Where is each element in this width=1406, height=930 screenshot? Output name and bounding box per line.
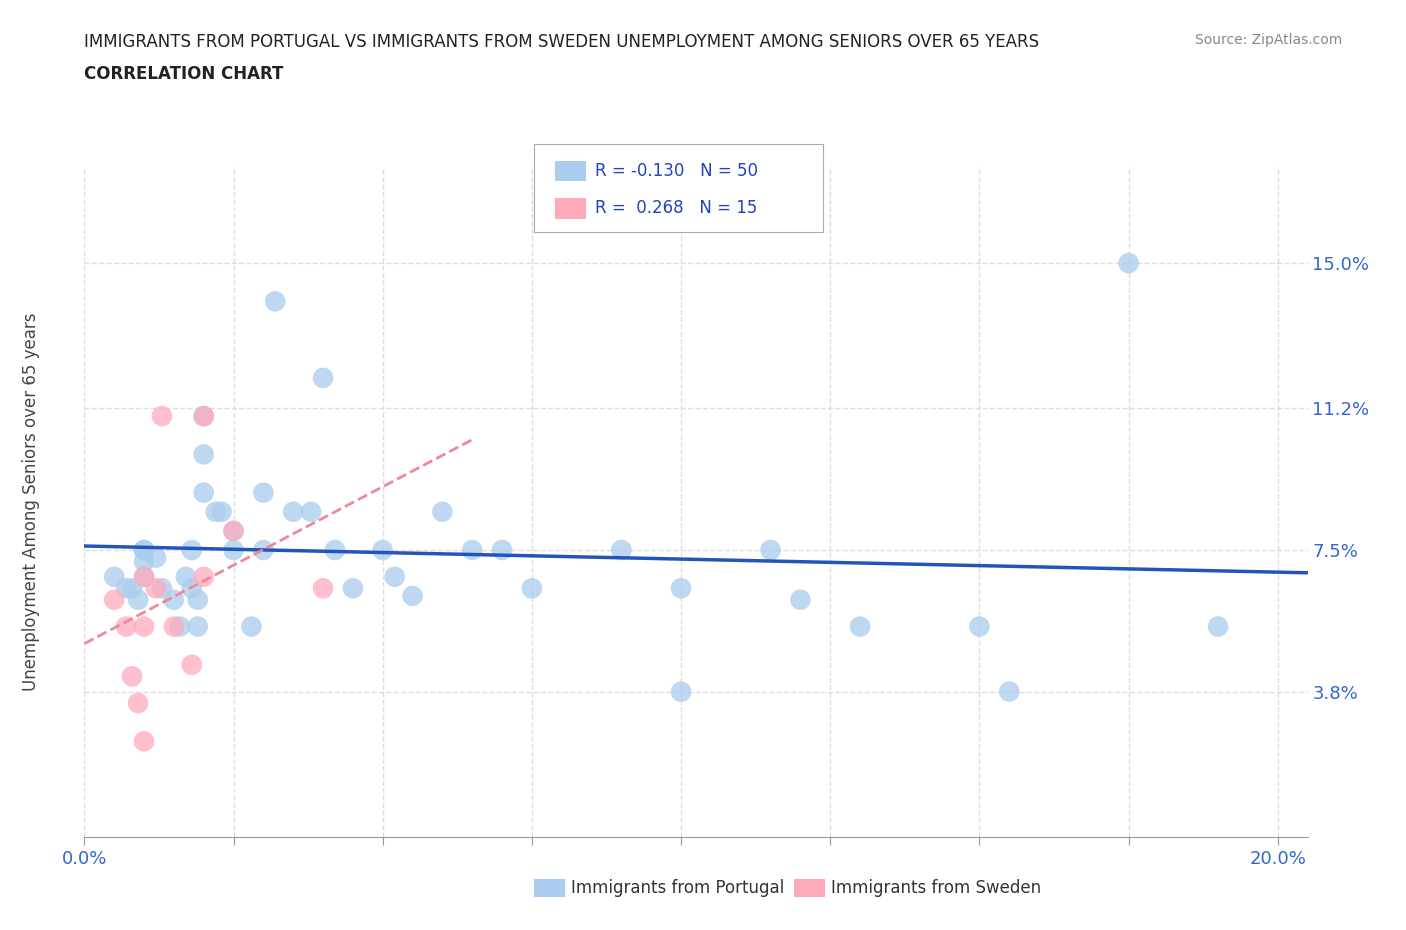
Point	[132, 619, 155, 634]
Point	[163, 619, 186, 634]
Point	[145, 581, 167, 596]
Point	[461, 542, 484, 557]
Point	[264, 294, 287, 309]
Point	[163, 592, 186, 607]
Point	[103, 592, 125, 607]
Point	[169, 619, 191, 634]
Point	[371, 542, 394, 557]
Point	[759, 542, 782, 557]
Point	[610, 542, 633, 557]
Point	[669, 684, 692, 699]
Point	[145, 551, 167, 565]
Text: R =  0.268   N = 15: R = 0.268 N = 15	[595, 199, 756, 218]
Point	[222, 542, 245, 557]
Text: IMMIGRANTS FROM PORTUGAL VS IMMIGRANTS FROM SWEDEN UNEMPLOYMENT AMONG SENIORS OV: IMMIGRANTS FROM PORTUGAL VS IMMIGRANTS F…	[84, 33, 1039, 50]
Point	[132, 542, 155, 557]
Text: Source: ZipAtlas.com: Source: ZipAtlas.com	[1195, 33, 1343, 46]
Point	[1118, 256, 1140, 271]
Point	[312, 581, 335, 596]
Point	[180, 542, 202, 557]
Point	[240, 619, 263, 634]
Point	[669, 581, 692, 596]
Point	[222, 524, 245, 538]
Point	[204, 504, 226, 519]
Point	[1206, 619, 1229, 634]
Point	[969, 619, 991, 634]
Point	[180, 658, 202, 672]
Point	[211, 504, 233, 519]
Point	[491, 542, 513, 557]
Point	[401, 589, 423, 604]
Point	[222, 524, 245, 538]
Point	[283, 504, 305, 519]
Point	[132, 569, 155, 584]
Point	[193, 408, 215, 423]
Point	[127, 592, 149, 607]
Point	[193, 447, 215, 462]
Point	[312, 370, 335, 385]
Point	[323, 542, 346, 557]
Point	[998, 684, 1021, 699]
Text: Immigrants from Sweden: Immigrants from Sweden	[831, 879, 1040, 897]
Point	[115, 581, 138, 596]
Point	[252, 542, 274, 557]
Point	[132, 542, 155, 557]
Point	[180, 581, 202, 596]
Point	[193, 569, 215, 584]
Point	[132, 734, 155, 749]
Text: Immigrants from Portugal: Immigrants from Portugal	[571, 879, 785, 897]
Point	[520, 581, 543, 596]
Point	[121, 669, 143, 684]
Point	[150, 408, 173, 423]
Text: Unemployment Among Seniors over 65 years: Unemployment Among Seniors over 65 years	[22, 313, 39, 691]
Text: CORRELATION CHART: CORRELATION CHART	[84, 65, 284, 83]
Point	[384, 569, 406, 584]
Point	[174, 569, 197, 584]
Point	[252, 485, 274, 500]
Point	[121, 581, 143, 596]
Point	[789, 592, 811, 607]
Text: R = -0.130   N = 50: R = -0.130 N = 50	[595, 162, 758, 180]
Point	[150, 581, 173, 596]
Point	[187, 592, 209, 607]
Point	[132, 569, 155, 584]
Point	[849, 619, 872, 634]
Point	[299, 504, 322, 519]
Point	[432, 504, 454, 519]
Point	[193, 485, 215, 500]
Point	[187, 619, 209, 634]
Point	[115, 619, 138, 634]
Point	[132, 554, 155, 569]
Point	[127, 696, 149, 711]
Point	[342, 581, 364, 596]
Point	[193, 408, 215, 423]
Point	[103, 569, 125, 584]
